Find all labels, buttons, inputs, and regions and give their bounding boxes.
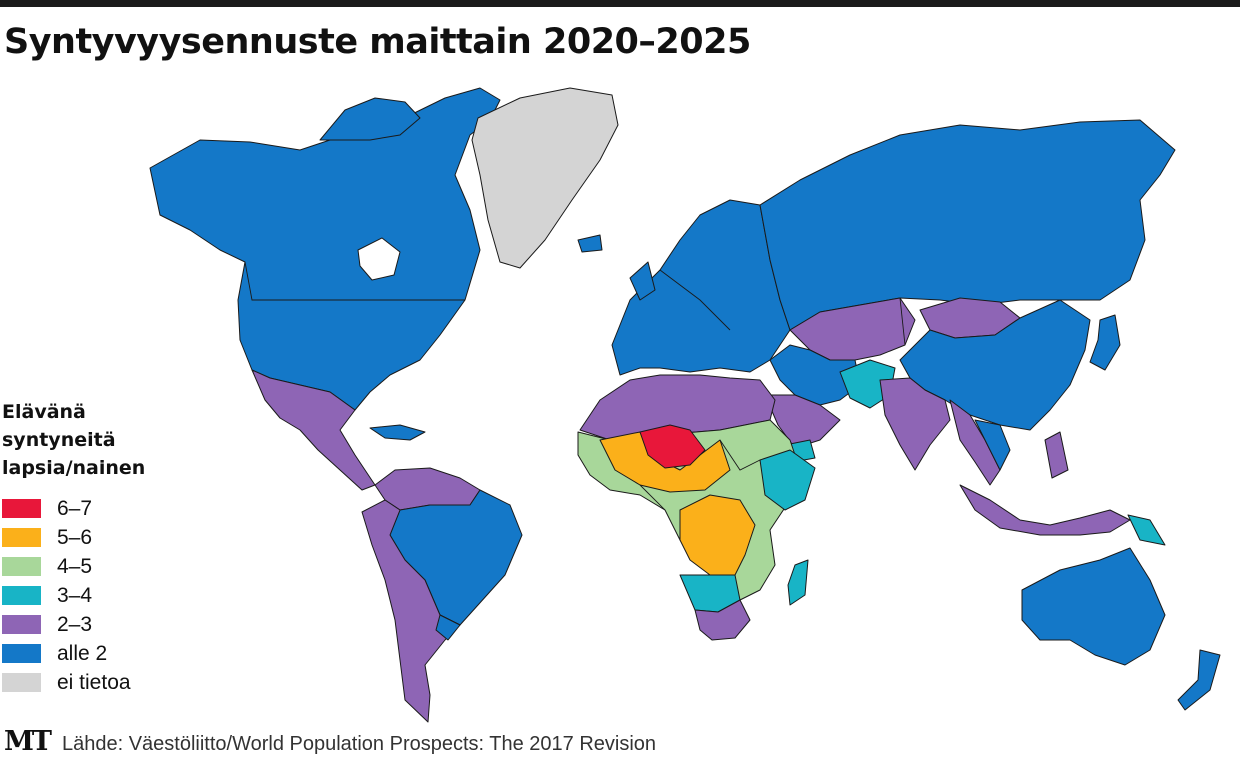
region-australia — [1021, 547, 1166, 666]
region-caribbean — [369, 424, 426, 441]
world-map — [149, 87, 1221, 723]
legend-swatch — [2, 557, 41, 576]
legend-swatch — [2, 586, 41, 605]
legend-title-line-3: lapsia/nainen — [2, 457, 146, 479]
legend-label: 6–7 — [57, 496, 93, 520]
legend-label: alle 2 — [57, 641, 108, 665]
region-png — [1127, 514, 1166, 546]
region-horn-of-africa — [759, 449, 816, 511]
legend-label: 5–6 — [57, 525, 93, 549]
legend: Elävänä syntyneitä lapsia/nainen 6–7 5–6… — [2, 398, 202, 697]
region-iceland — [577, 234, 603, 253]
legend-swatch — [2, 615, 41, 634]
region-indochina — [974, 419, 1011, 471]
region-arctic-islands — [319, 97, 421, 141]
region-southeast-asia — [949, 399, 1001, 486]
legend-swatch — [2, 644, 41, 663]
legend-label: 2–3 — [57, 612, 93, 636]
legend-swatch — [2, 673, 41, 692]
region-central-africa — [679, 494, 756, 576]
source-text: Lähde: Väestöliitto/World Population Pro… — [61, 733, 657, 755]
legend-item-6-7: 6–7 — [2, 494, 202, 523]
legend-item-5-6: 5–6 — [2, 523, 202, 552]
region-india — [879, 377, 951, 471]
region-uruguay — [435, 614, 461, 641]
mt-logo: MT — [4, 726, 52, 757]
legend-item-4-5: 4–5 — [2, 552, 202, 581]
country-borders — [244, 261, 1060, 511]
legend-title-line-1: Elävänä — [2, 401, 86, 423]
legend-item-ei-tietoa: ei tietoa — [2, 668, 202, 697]
region-andes — [361, 499, 461, 723]
legend-item-alle-2: alle 2 — [2, 639, 202, 668]
legend-swatch — [2, 528, 41, 547]
map-title: Syntyvyysennuste maittain 2020–2025 — [4, 22, 751, 62]
region-hudson-bay — [357, 237, 401, 281]
region-niger — [639, 424, 706, 469]
region-new-zealand — [1177, 649, 1221, 711]
region-greenland — [471, 87, 619, 269]
legend-title-line-2: syntyneitä — [2, 429, 116, 451]
legend-item-2-3: 2–3 — [2, 610, 202, 639]
region-indonesia — [959, 484, 1131, 536]
region-japan — [1089, 314, 1121, 371]
legend-label: 4–5 — [57, 554, 93, 578]
legend-item-3-4: 3–4 — [2, 581, 202, 610]
footer: MT Lähde: Väestöliitto/World Population … — [4, 726, 656, 757]
region-south-africa — [694, 599, 751, 641]
legend-label: ei tietoa — [57, 670, 131, 694]
legend-items: 6–7 5–6 4–5 3–4 2–3 alle 2 ei tietoa — [2, 494, 202, 697]
region-philippines — [1044, 431, 1069, 479]
legend-title: Elävänä syntyneitä lapsia/nainen — [2, 398, 172, 482]
top-bar — [0, 0, 1240, 7]
region-arabia — [764, 394, 841, 449]
legend-label: 3–4 — [57, 583, 93, 607]
legend-swatch — [2, 499, 41, 518]
region-uk — [629, 261, 656, 301]
region-madagascar — [787, 559, 809, 606]
